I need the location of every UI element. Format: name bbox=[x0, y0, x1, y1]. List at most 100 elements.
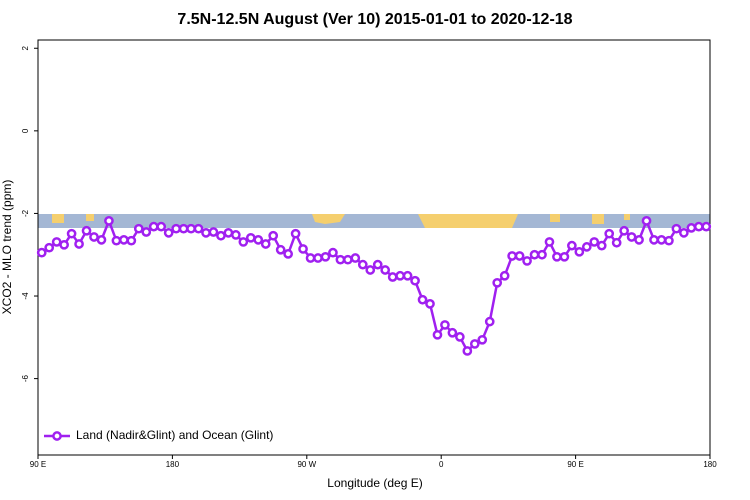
data-point bbox=[477, 334, 488, 345]
data-point bbox=[372, 259, 383, 270]
data-point bbox=[186, 223, 196, 234]
data-point bbox=[469, 339, 480, 349]
data-point bbox=[507, 251, 517, 261]
data-point bbox=[253, 235, 264, 245]
legend-marker bbox=[52, 431, 62, 441]
data-point bbox=[245, 232, 256, 243]
data-point bbox=[89, 232, 99, 242]
data-point bbox=[619, 225, 629, 236]
data-point bbox=[611, 237, 622, 248]
data-point bbox=[417, 294, 428, 305]
data-point bbox=[604, 228, 615, 239]
data-point bbox=[641, 216, 652, 226]
y-tick-label: 2 bbox=[21, 45, 30, 50]
y-tick-label: -2 bbox=[21, 209, 30, 217]
legend-label: Land (Nadir&Glint) and Ocean (Glint) bbox=[76, 428, 273, 442]
data-point bbox=[96, 235, 107, 245]
data-point bbox=[36, 247, 47, 258]
data-point bbox=[66, 228, 77, 239]
data-point bbox=[320, 251, 331, 262]
data-point bbox=[201, 227, 211, 238]
data-point bbox=[260, 239, 271, 249]
data-point bbox=[223, 227, 234, 238]
data-point bbox=[455, 332, 465, 342]
y-tick-label: -6 bbox=[21, 375, 30, 383]
data-point bbox=[208, 227, 219, 237]
data-point bbox=[484, 316, 495, 327]
data-point bbox=[410, 275, 420, 286]
data-point bbox=[126, 235, 137, 246]
data-point bbox=[133, 223, 144, 234]
data-point bbox=[335, 254, 346, 265]
data-point bbox=[313, 253, 323, 263]
y-tick-label: -4 bbox=[21, 292, 30, 300]
map-strip bbox=[38, 214, 710, 228]
data-point bbox=[537, 249, 547, 260]
data-point bbox=[567, 240, 577, 251]
data-point bbox=[380, 265, 391, 275]
data-point bbox=[387, 272, 398, 282]
data-point bbox=[275, 244, 286, 255]
plot-frame bbox=[37, 39, 711, 456]
data-point bbox=[395, 270, 405, 281]
data-point bbox=[365, 265, 376, 275]
data-point bbox=[328, 247, 338, 258]
data-point bbox=[559, 251, 570, 262]
data-point bbox=[649, 235, 659, 245]
data-point bbox=[111, 235, 122, 246]
data-point bbox=[656, 235, 667, 245]
data-point bbox=[298, 244, 308, 254]
x-tick-label: 90 W bbox=[297, 460, 316, 469]
data-point bbox=[343, 254, 353, 265]
y-tick-label: 0 bbox=[21, 128, 30, 133]
data-point bbox=[686, 223, 697, 233]
data-point bbox=[171, 223, 181, 234]
data-point bbox=[492, 277, 503, 288]
data-point bbox=[402, 270, 413, 281]
data-point bbox=[357, 259, 368, 270]
data-point bbox=[148, 221, 159, 232]
data-point bbox=[178, 223, 189, 234]
data-point bbox=[163, 227, 174, 238]
series-line bbox=[41, 217, 707, 353]
data-point bbox=[283, 249, 293, 259]
data-point bbox=[529, 249, 540, 260]
x-tick-label: 180 bbox=[166, 460, 180, 469]
data-point bbox=[238, 237, 249, 247]
x-tick-label: 180 bbox=[703, 460, 717, 469]
data-point bbox=[626, 232, 637, 242]
data-point bbox=[462, 346, 473, 356]
data-point bbox=[425, 299, 435, 309]
data-point bbox=[581, 242, 592, 252]
data-point bbox=[440, 320, 450, 330]
data-point bbox=[514, 251, 525, 261]
x-tick-label: 0 bbox=[439, 460, 444, 469]
data-point bbox=[141, 227, 152, 237]
data-point bbox=[499, 270, 510, 281]
data-point bbox=[664, 235, 674, 246]
data-point bbox=[522, 256, 532, 266]
data-point bbox=[59, 239, 69, 250]
data-point bbox=[693, 221, 704, 232]
data-point bbox=[156, 221, 167, 232]
y-axis-label: XCO2 - MLO trend (ppm) bbox=[0, 180, 14, 315]
data-point bbox=[104, 216, 114, 226]
data-point bbox=[447, 327, 458, 338]
data-point bbox=[701, 221, 712, 232]
chart-title: 7.5N-12.5N August (Ver 10) 2015-01-01 to… bbox=[177, 11, 572, 28]
data-point bbox=[596, 240, 607, 251]
data-point bbox=[268, 230, 279, 241]
data-point bbox=[679, 227, 689, 238]
data-point bbox=[290, 228, 301, 239]
data-point bbox=[634, 235, 644, 245]
data-point bbox=[671, 223, 682, 234]
data-point bbox=[574, 246, 585, 257]
data-point bbox=[193, 223, 204, 234]
data-point bbox=[74, 239, 84, 249]
data-point bbox=[231, 230, 241, 240]
data-point bbox=[119, 235, 129, 245]
x-tick-label: 90 E bbox=[30, 460, 46, 469]
x-tick-label: 90 E bbox=[567, 460, 583, 469]
data-point bbox=[350, 253, 361, 263]
